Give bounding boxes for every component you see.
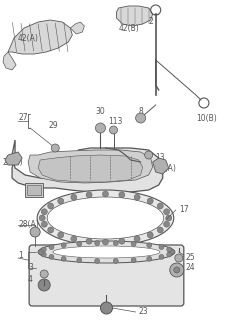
Circle shape [163,209,169,215]
Circle shape [158,254,163,260]
Text: 4: 4 [28,276,33,284]
Circle shape [102,239,108,245]
Circle shape [174,254,182,262]
FancyBboxPatch shape [27,185,41,195]
Circle shape [166,252,171,257]
Circle shape [41,221,47,227]
Circle shape [47,203,54,209]
Polygon shape [28,150,152,183]
Circle shape [163,221,169,227]
Ellipse shape [53,246,159,258]
Circle shape [118,192,124,198]
FancyBboxPatch shape [29,245,183,306]
Circle shape [146,232,153,238]
Circle shape [57,232,63,238]
Circle shape [113,259,118,263]
Polygon shape [70,22,84,34]
Text: 10(A): 10(A) [155,164,176,172]
Polygon shape [5,152,22,165]
Polygon shape [3,52,16,70]
Circle shape [41,252,46,257]
Circle shape [144,151,152,159]
Circle shape [49,244,54,250]
Circle shape [157,203,162,209]
Circle shape [86,192,92,198]
Circle shape [70,236,76,242]
Circle shape [102,191,108,197]
Circle shape [51,144,59,152]
Circle shape [39,215,45,221]
Circle shape [70,194,76,200]
Polygon shape [116,6,152,26]
Circle shape [41,247,46,252]
Text: 113: 113 [108,117,122,126]
Polygon shape [152,158,168,174]
Text: 28(A): 28(A) [18,220,39,229]
Circle shape [94,241,99,245]
Circle shape [118,238,124,244]
Circle shape [165,215,171,221]
FancyBboxPatch shape [25,183,43,197]
Circle shape [76,258,81,263]
Text: 27: 27 [18,114,28,123]
Circle shape [146,243,151,248]
Text: 29: 29 [48,121,58,130]
Circle shape [146,198,153,204]
Text: 23: 23 [138,308,148,316]
Circle shape [94,259,99,263]
Circle shape [100,302,112,314]
Circle shape [146,256,151,261]
Circle shape [113,241,118,245]
Circle shape [133,194,140,200]
Circle shape [47,227,54,233]
Circle shape [173,267,179,273]
Circle shape [30,227,40,237]
Text: 17: 17 [178,205,188,214]
Circle shape [169,263,183,277]
Circle shape [61,256,66,261]
Circle shape [169,250,173,254]
Text: 1: 1 [18,251,23,260]
Circle shape [109,126,117,134]
Circle shape [135,113,145,123]
Circle shape [61,243,66,248]
Circle shape [76,241,81,246]
Polygon shape [8,20,72,54]
Circle shape [157,227,162,233]
Circle shape [38,250,43,254]
Text: 42(A): 42(A) [18,34,39,43]
Text: 28(B): 28(B) [2,157,22,166]
Circle shape [130,241,135,246]
Text: 10(B): 10(B) [195,114,216,123]
Text: 8: 8 [138,108,143,116]
Circle shape [40,270,48,278]
Ellipse shape [37,190,173,246]
Circle shape [130,258,135,263]
Text: 2: 2 [148,18,153,27]
Polygon shape [12,140,162,192]
Circle shape [38,279,50,291]
Ellipse shape [38,241,174,263]
Circle shape [158,244,163,250]
Circle shape [166,247,171,252]
Text: 30: 30 [95,108,105,116]
Text: 42(B): 42(B) [118,23,139,33]
Text: 13: 13 [155,154,164,163]
Circle shape [86,238,92,244]
Polygon shape [38,155,142,182]
Circle shape [133,236,140,242]
Text: 24: 24 [185,263,195,273]
Circle shape [95,123,105,133]
Circle shape [57,198,63,204]
Circle shape [49,254,54,260]
Text: 25: 25 [185,252,195,261]
Circle shape [41,209,47,215]
Ellipse shape [47,197,163,239]
Text: 3: 3 [28,263,33,273]
